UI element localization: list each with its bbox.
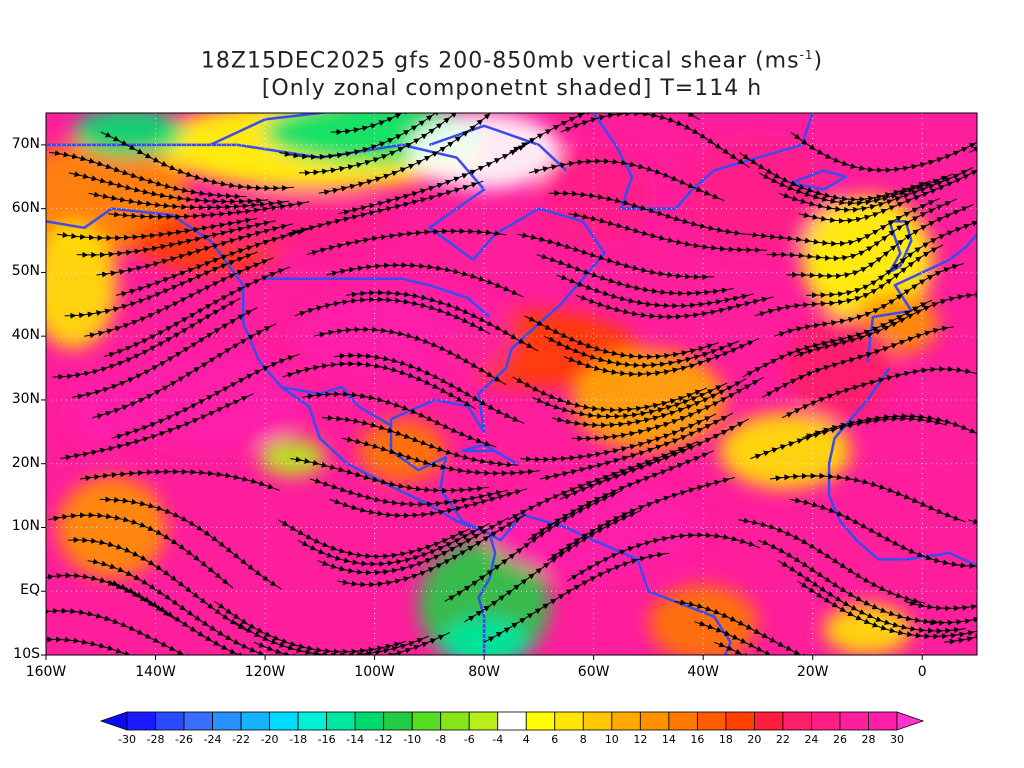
colorbar-label: 16	[690, 733, 705, 746]
shading-region	[193, 195, 392, 247]
lat-label: EQ	[20, 582, 40, 599]
colorbar-label: -6	[463, 733, 475, 746]
lat-label: 40N	[11, 327, 40, 344]
streamline	[277, 519, 471, 560]
streamline	[524, 315, 719, 360]
map-title-line2: [Only zonal componetnt shaded] T=114 h	[261, 76, 763, 101]
streamlines	[46, 113, 977, 655]
colorbar-label: -18	[289, 733, 308, 746]
lat-label: 20N	[11, 454, 40, 471]
map-frame	[45, 112, 978, 656]
streamline	[330, 113, 418, 136]
streamline	[674, 599, 825, 655]
colorbar-label: 24	[804, 733, 819, 746]
map-title-line1: 18Z15DEC2025 gfs 200-850mb vertical shea…	[200, 48, 824, 74]
lat-label: 30N	[11, 390, 40, 407]
shading-region	[73, 113, 183, 158]
lon-label: 160W	[25, 664, 67, 680]
colorbar-label: 20	[747, 733, 762, 746]
colorbar-label: 26	[832, 733, 847, 746]
axis-ticks	[41, 144, 923, 660]
shading-region	[823, 603, 912, 655]
streamline	[279, 113, 448, 160]
streamline	[509, 113, 701, 153]
colorbar-label: 28	[861, 733, 876, 746]
colorbar-label: -8	[435, 733, 447, 746]
lat-label: 60N	[11, 199, 40, 216]
lon-label: 100W	[354, 664, 395, 680]
colorbar-label: -10	[403, 733, 422, 746]
colorbar-label: 22	[775, 733, 790, 746]
lon-label: 40W	[687, 664, 719, 680]
shading-region	[358, 419, 446, 483]
colorbar-label: 6	[551, 733, 559, 746]
streamline	[290, 456, 489, 494]
colorbar-label: -26	[175, 733, 194, 746]
lon-label: 80W	[468, 664, 500, 680]
lon-label: 20W	[796, 664, 829, 680]
colorbar-label: -22	[232, 733, 251, 746]
lon-label: 60W	[577, 664, 610, 680]
colorbar-label: 8	[579, 733, 587, 746]
streamline	[790, 131, 977, 174]
shading-region	[46, 221, 118, 349]
colorbar-label: -4	[492, 733, 504, 746]
streamline	[769, 472, 966, 523]
colorbar-label: 30	[890, 733, 904, 746]
streamline	[99, 496, 282, 590]
shading-region	[259, 438, 326, 477]
shading-region	[785, 317, 895, 420]
streamline	[100, 131, 294, 192]
streamline	[56, 217, 258, 241]
lat-label: 50N	[11, 263, 40, 280]
colorbar-label: -30	[118, 733, 136, 746]
lat-label: 10S	[13, 646, 40, 662]
streamline	[326, 262, 524, 298]
colorbar-label: 4	[522, 733, 530, 746]
lon-label: 0	[917, 664, 927, 680]
streamline	[739, 152, 931, 203]
colorbar-label: 10	[604, 733, 619, 746]
lon-label: 120W	[244, 664, 286, 680]
lat-label: 10N	[11, 518, 40, 535]
colorbar-label: -16	[317, 733, 336, 746]
colorbar-label: -20	[260, 733, 279, 746]
streamline	[79, 468, 280, 491]
lon-label: 140W	[135, 664, 176, 680]
colorbar-label: -24	[203, 733, 222, 746]
colorbar-label: 12	[633, 733, 648, 746]
streamline	[512, 376, 707, 414]
colorbar-label: 14	[661, 733, 676, 746]
shading-region	[571, 348, 726, 451]
streamline	[560, 113, 750, 168]
colorbar-label: -28	[146, 733, 165, 746]
colorbar-label: -12	[374, 733, 393, 746]
lat-label: 70N	[11, 135, 40, 152]
colorbar-label: -14	[346, 733, 365, 746]
streamline	[516, 232, 715, 281]
colorbar-label: 18	[718, 733, 733, 746]
